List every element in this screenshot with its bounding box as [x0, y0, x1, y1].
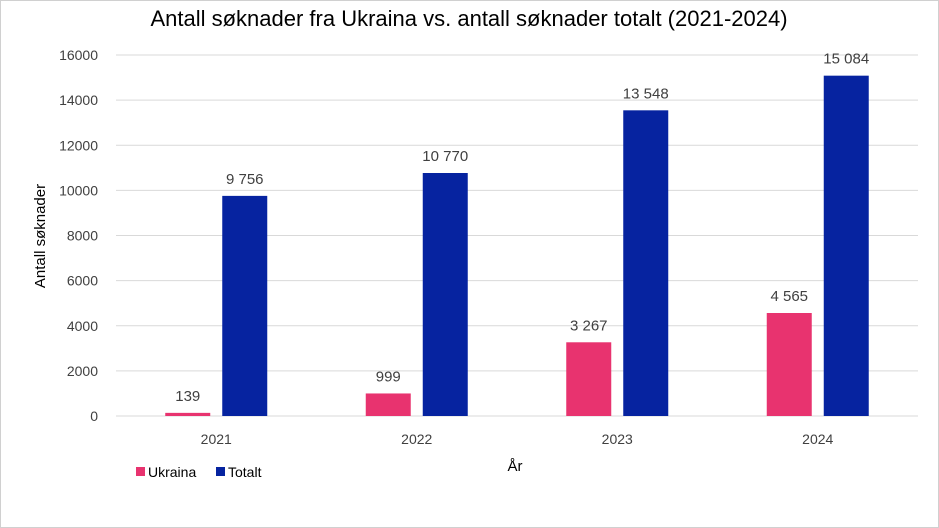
- data-label-totalt-2023: 13 548: [623, 85, 669, 102]
- x-tick-label: 2021: [201, 431, 232, 447]
- y-tick-label: 10000: [59, 182, 98, 198]
- bar-totalt-2024: [823, 75, 869, 417]
- bar-ukraina-2023: [566, 342, 612, 416]
- data-label-ukraina-2022: 999: [376, 368, 401, 385]
- y-tick-label: 16000: [59, 47, 98, 63]
- y-tick-label: 2000: [67, 363, 98, 379]
- x-tick-label: 2022: [401, 431, 432, 447]
- x-axis-label: År: [508, 458, 523, 475]
- data-label-totalt-2021: 9 756: [226, 171, 264, 188]
- legend-swatch: [216, 467, 225, 476]
- y-tick-label: 14000: [59, 92, 98, 108]
- y-tick-label: 0: [90, 408, 98, 424]
- y-tick-label: 8000: [67, 228, 98, 244]
- y-tick-label: 4000: [67, 318, 98, 334]
- legend-item-ukraina: Ukraina: [136, 464, 196, 480]
- bar-totalt-2023: [623, 110, 669, 417]
- bars: [165, 75, 869, 417]
- data-label-ukraina-2024: 4 565: [770, 288, 808, 305]
- legend-label: Totalt: [228, 464, 262, 480]
- chart-title: Antall søknader fra Ukraina vs. antall s…: [150, 6, 787, 31]
- data-labels: 139 9 756 999 10 770 3 267 13 548 4 565 15 084: [175, 51, 869, 405]
- data-label-ukraina-2023: 3 267: [570, 317, 608, 334]
- bar-totalt-2021: [222, 195, 268, 416]
- y-tick-labels: 0 2000 4000 6000 8000 10000 12000 14000 16000: [59, 47, 98, 424]
- y-tick-label: 6000: [67, 273, 98, 289]
- x-tick-labels: 2021 2022 2023 2024: [201, 431, 834, 447]
- data-label-ukraina-2021: 139: [175, 388, 200, 405]
- legend: Ukraina Totalt: [136, 464, 262, 480]
- bar-ukraina-2021: [165, 412, 211, 416]
- x-tick-label: 2023: [602, 431, 633, 447]
- bar-ukraina-2022: [365, 393, 411, 416]
- data-label-totalt-2024: 15 084: [823, 51, 869, 68]
- bar-totalt-2022: [422, 173, 468, 416]
- data-label-totalt-2022: 10 770: [422, 148, 468, 165]
- legend-label: Ukraina: [148, 464, 196, 480]
- x-tick-label: 2024: [802, 431, 833, 447]
- y-axis-label: Antall søknader: [32, 184, 49, 288]
- legend-item-totalt: Totalt: [216, 464, 262, 480]
- bar-ukraina-2024: [766, 313, 812, 416]
- y-tick-label: 12000: [59, 137, 98, 153]
- legend-swatch: [136, 467, 145, 476]
